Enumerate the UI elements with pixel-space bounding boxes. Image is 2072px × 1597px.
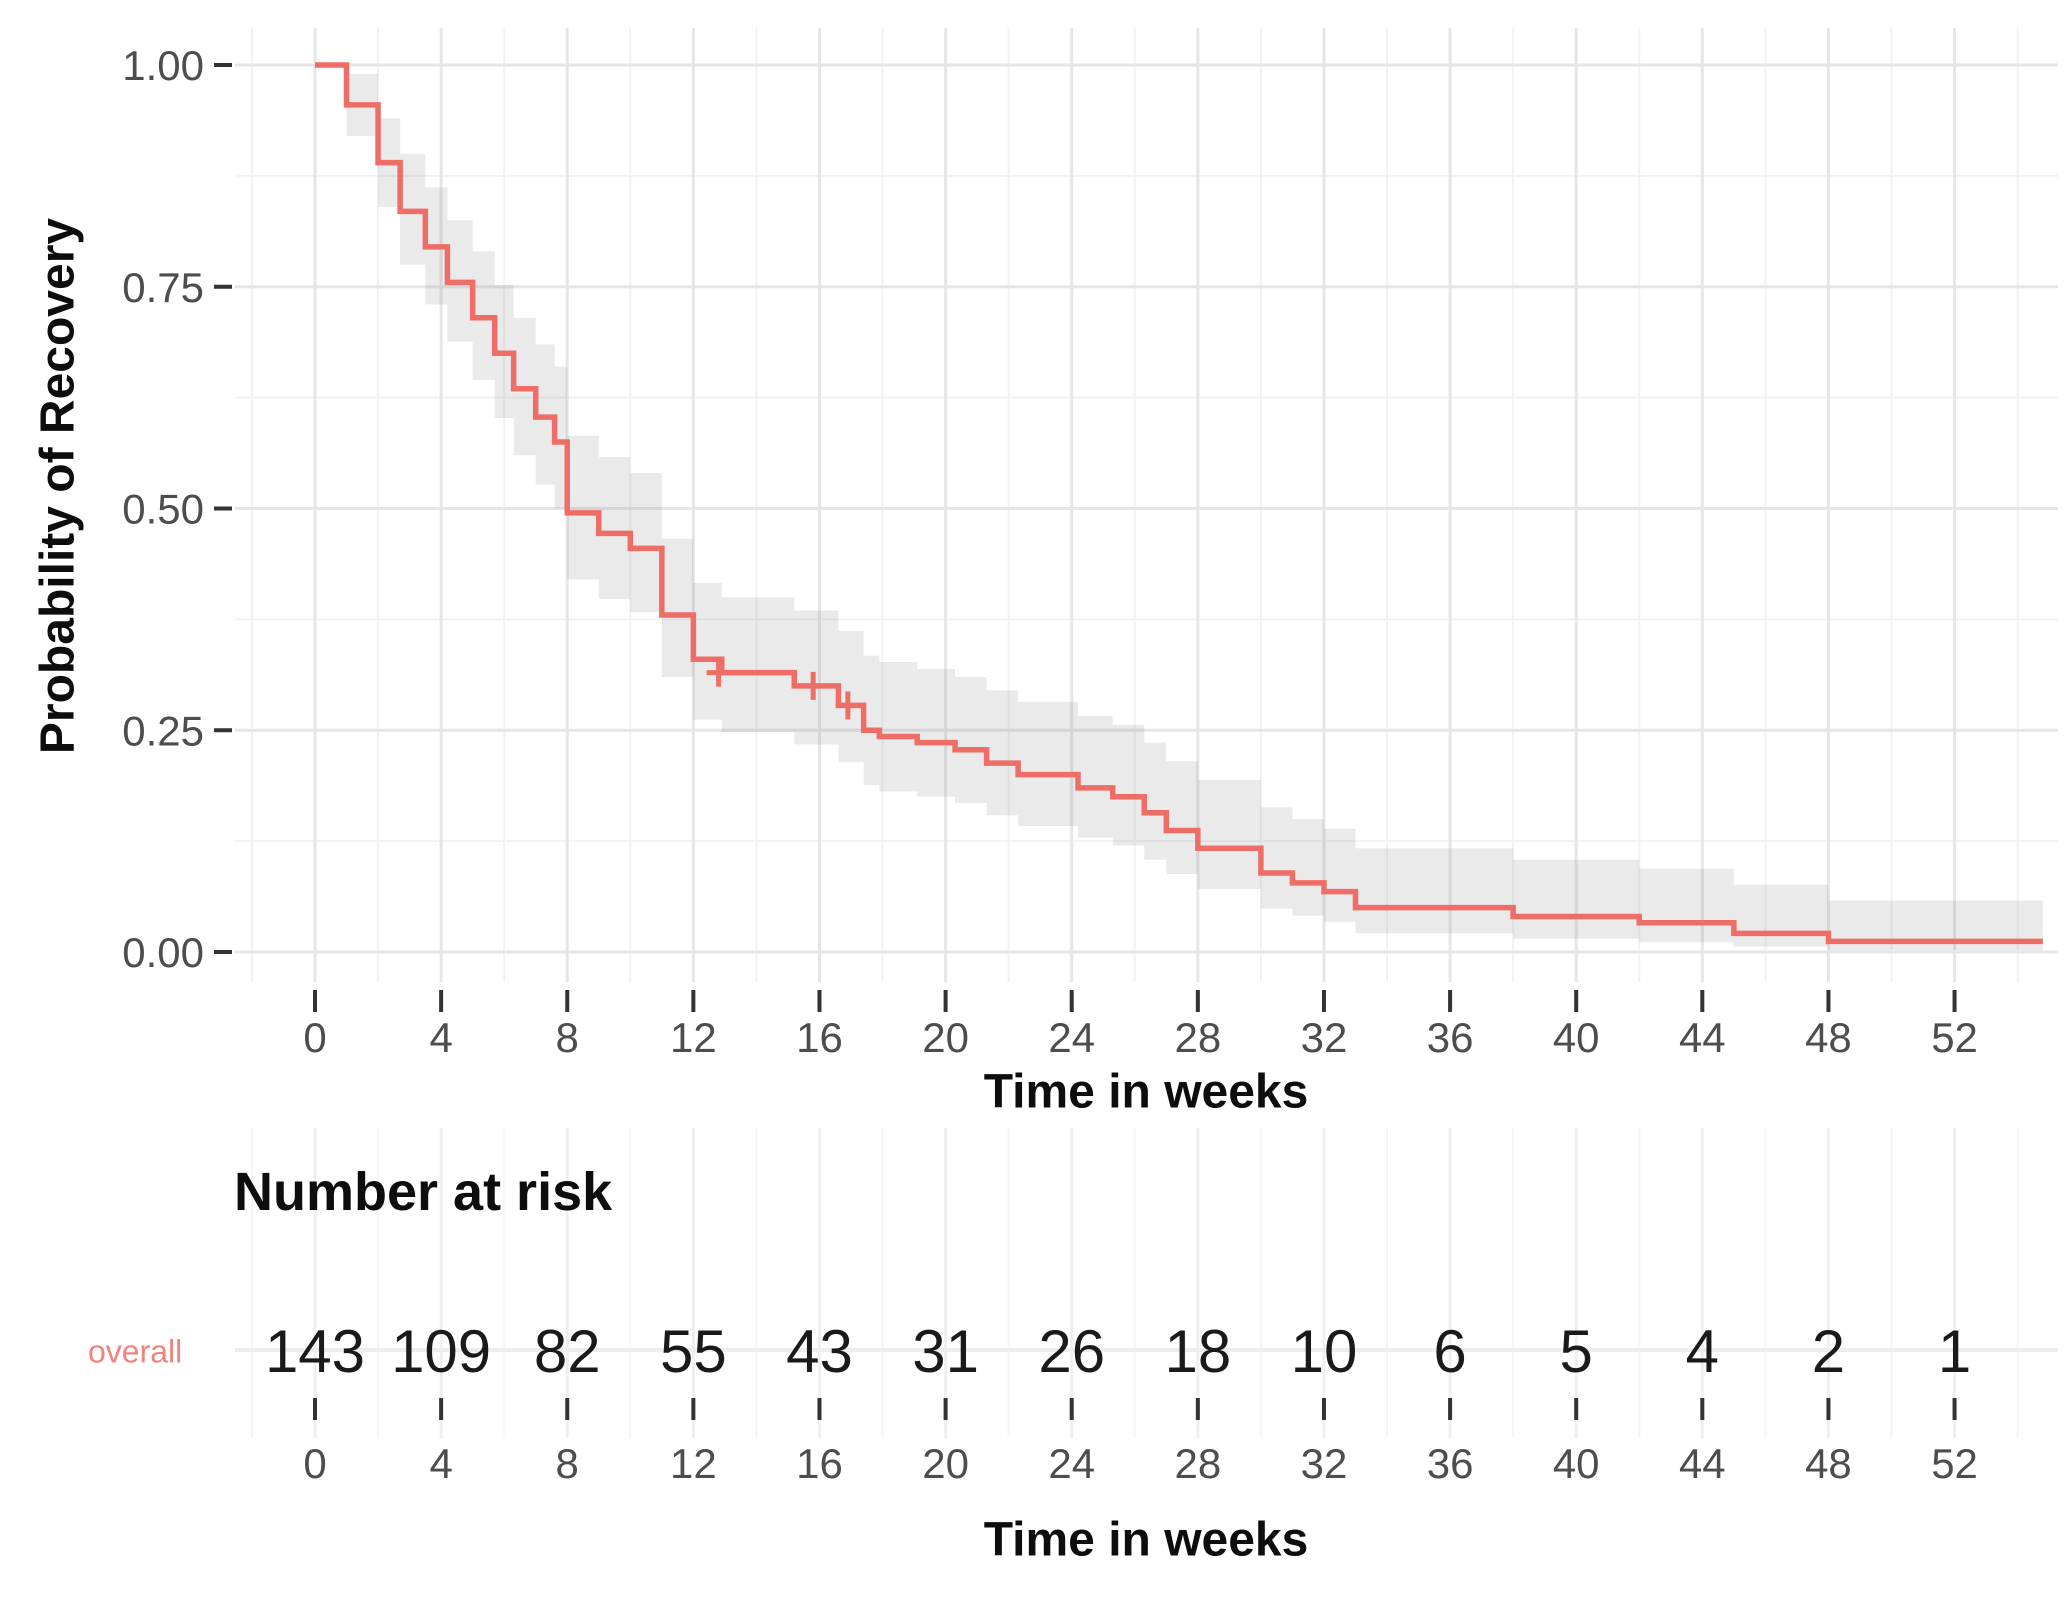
x-tick-label: 40 (1553, 1014, 1600, 1061)
risk-x-tick-label: 48 (1805, 1440, 1852, 1487)
risk-count: 5 (1560, 1318, 1593, 1385)
x-tick-label: 52 (1931, 1014, 1978, 1061)
risk-count: 31 (912, 1318, 979, 1385)
risk-x-tick-label: 36 (1427, 1440, 1474, 1487)
risk-count: 109 (391, 1318, 491, 1385)
confidence-band-layer (315, 65, 2043, 951)
gridlines-layer (235, 28, 2058, 982)
risk-x-tick-label: 16 (796, 1440, 843, 1487)
x-tick-label: 32 (1301, 1014, 1348, 1061)
risk-count: 10 (1291, 1318, 1358, 1385)
x-tick-label: 0 (303, 1014, 326, 1061)
risk-x-tick-label: 52 (1931, 1440, 1978, 1487)
risk-x-tick-label: 24 (1048, 1440, 1095, 1487)
x-tick-label: 48 (1805, 1014, 1852, 1061)
confidence-band (315, 65, 2043, 951)
y-axis-title: Probability of Recovery (31, 217, 85, 755)
y-tick-label: 0.50 (122, 486, 204, 533)
censor-marks-layer (706, 658, 860, 720)
risk-row-label: overall (88, 1333, 183, 1370)
x-tick-label: 16 (796, 1014, 843, 1061)
survival-curve-layer (315, 62, 2043, 945)
risk-count: 55 (660, 1318, 727, 1385)
risk-count: 18 (1164, 1318, 1231, 1385)
x-tick-label: 24 (1048, 1014, 1095, 1061)
risk-x-tick-label: 32 (1301, 1440, 1348, 1487)
x-tick-label: 28 (1174, 1014, 1221, 1061)
risk-count: 43 (786, 1318, 853, 1385)
x-tick-label: 36 (1427, 1014, 1474, 1061)
x-axis-title: Time in weeks (983, 1065, 1309, 1119)
risk-x-tick-label: 40 (1553, 1440, 1600, 1487)
axes-layer: 0.000.250.500.751.000 4 8 12 16 20 24 28 32 36 40 4… (122, 42, 1978, 1061)
risk-x-tick-label: 28 (1174, 1440, 1221, 1487)
x-tick-label: 8 (556, 1014, 579, 1061)
x-tick-label: 4 (429, 1014, 452, 1061)
risk-x-tick-label: 12 (670, 1440, 717, 1487)
risk-x-tick-label: 8 (556, 1440, 579, 1487)
risk-x-axis-title: Time in weeks (983, 1513, 1309, 1567)
risk-count: 4 (1686, 1318, 1719, 1385)
risk-count: 143 (265, 1318, 365, 1385)
risk-table-layer: 143 109 82 55 43 31 26 18 10 6 5 4 2 10 4 8 12 16 20 24 28 32… (235, 1128, 2058, 1487)
risk-x-tick-label: 20 (922, 1440, 969, 1487)
risk-count: 6 (1433, 1318, 1466, 1385)
risk-count: 82 (534, 1318, 601, 1385)
risk-count: 26 (1038, 1318, 1105, 1385)
survival-curve (315, 62, 2043, 945)
x-tick-label: 12 (670, 1014, 717, 1061)
y-tick-label: 0.00 (122, 929, 204, 976)
risk-x-tick-label: 0 (303, 1440, 326, 1487)
y-tick-label: 1.00 (122, 42, 204, 89)
risk-count: 1 (1938, 1318, 1971, 1385)
risk-count: 2 (1812, 1318, 1845, 1385)
risk-table-title: Number at risk (234, 1162, 613, 1222)
x-tick-label: 20 (922, 1014, 969, 1061)
y-tick-label: 0.25 (122, 707, 204, 754)
y-tick-label: 0.75 (122, 264, 204, 311)
x-tick-label: 44 (1679, 1014, 1726, 1061)
risk-x-tick-label: 44 (1679, 1440, 1726, 1487)
risk-x-tick-label: 4 (429, 1440, 452, 1487)
